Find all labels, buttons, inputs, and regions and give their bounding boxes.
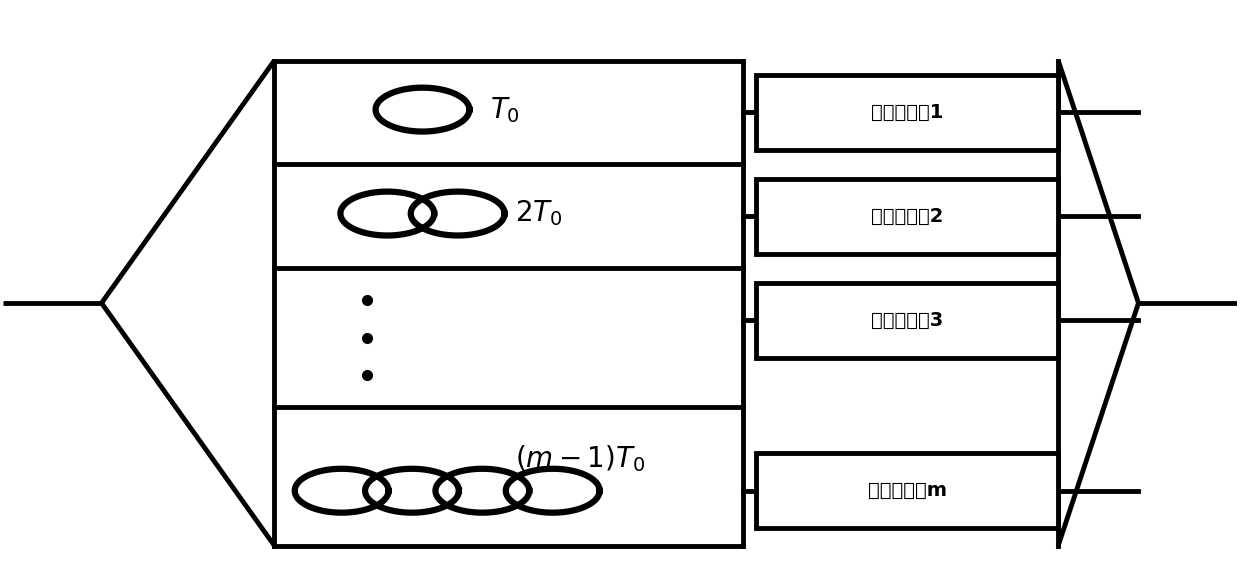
Text: 可调衰减器1: 可调衰减器1 — [870, 103, 944, 122]
Text: $2T_0$: $2T_0$ — [515, 199, 563, 229]
Text: 可调衰减器m: 可调衰减器m — [868, 481, 946, 500]
Text: $(m-1)T_0$: $(m-1)T_0$ — [515, 444, 645, 475]
Text: $T_0$: $T_0$ — [490, 94, 521, 125]
Text: 可调衰减器2: 可调衰减器2 — [870, 207, 944, 226]
Bar — [756, 75, 1058, 150]
Text: 可调衰减器3: 可调衰减器3 — [870, 311, 944, 330]
Bar — [756, 453, 1058, 528]
Bar — [756, 283, 1058, 358]
Bar — [756, 179, 1058, 254]
